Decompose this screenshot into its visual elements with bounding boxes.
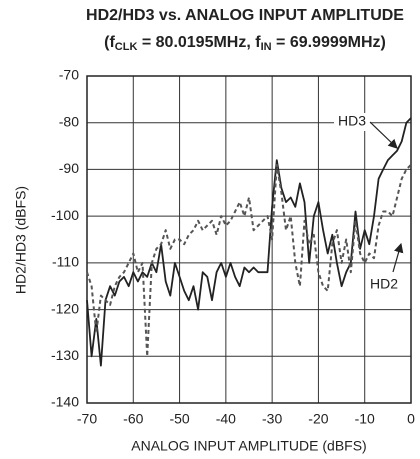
subtitle-part: CLK (115, 41, 138, 53)
x-tick-label: -20 (308, 411, 328, 427)
annotation-bg (334, 113, 370, 131)
series-line (86, 163, 412, 358)
y-tick-label: -120 (51, 300, 79, 316)
x-tick-label: 0 (407, 411, 415, 427)
annotation-arrow (392, 242, 404, 273)
legend-label: HD2 (370, 276, 398, 292)
annotation-arrow (369, 121, 398, 149)
subtitle-part: = 80.0195MHz, f (137, 34, 261, 51)
x-tick-label: -10 (355, 411, 375, 427)
y-tick-label: -110 (52, 254, 79, 270)
subtitle-part: IN (261, 41, 272, 53)
y-tick-label: -70 (59, 67, 79, 83)
y-tick-label: -140 (51, 394, 79, 410)
x-tick-label: -40 (216, 411, 236, 427)
y-axis-label: HD2/HD3 (dBFS) (13, 186, 29, 294)
chart-subtitle: (fCLK = 80.0195MHz, fIN = 69.9999MHz) (104, 34, 386, 53)
x-tick-label: -30 (262, 411, 282, 427)
y-tick-label: -130 (51, 347, 79, 363)
chart-title: HD2/HD3 vs. ANALOG INPUT AMPLITUDE (86, 7, 404, 24)
x-axis-label: ANALOG INPUT AMPLITUDE (dBFS) (131, 438, 366, 454)
y-tick-label: -80 (59, 113, 79, 129)
plot-frame (86, 75, 412, 404)
series-line (86, 117, 412, 367)
annotation-bg (366, 276, 402, 294)
y-tick-label: -100 (51, 207, 79, 223)
subtitle-part: = 69.9999MHz) (272, 34, 386, 51)
y-tick-label: -90 (59, 160, 79, 176)
x-tick-label: -50 (169, 411, 189, 427)
x-tick-label: -60 (123, 411, 143, 427)
legend-label: HD3 (338, 113, 366, 129)
subtitle-part: (f (104, 34, 115, 51)
x-tick-label: -70 (77, 411, 97, 427)
